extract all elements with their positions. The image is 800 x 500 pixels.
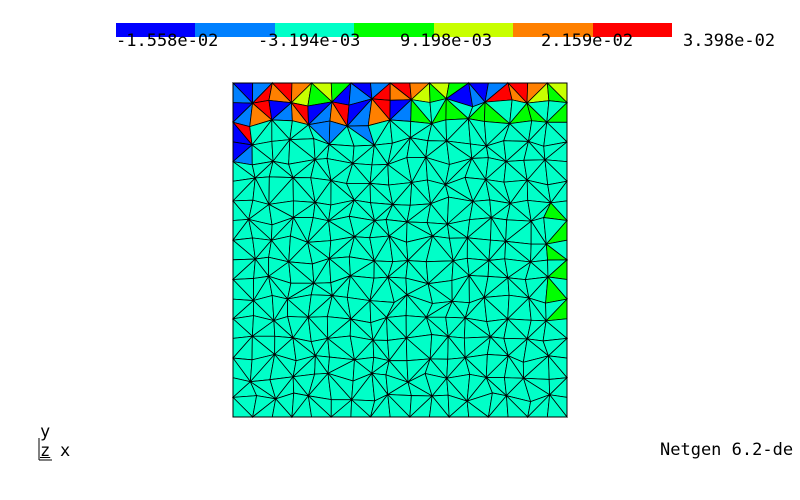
- axis-x-label: x: [60, 441, 71, 461]
- colorbar-segment: [513, 23, 593, 37]
- colorbar: [116, 23, 672, 37]
- colorbar-segment: [195, 23, 275, 37]
- axis-triad-icon: [38, 438, 52, 461]
- version-label: Netgen 6.2-de: [660, 440, 794, 460]
- colorbar-label-0: -1.558e-02: [116, 31, 219, 51]
- colorbar-segment: [433, 23, 514, 37]
- colorbar-label-2: 9.198e-03: [400, 31, 493, 51]
- colorbar-segment: [354, 23, 434, 37]
- colorbar-label-1: -3.194e-03: [258, 31, 361, 51]
- axis-y-label: y: [40, 422, 51, 442]
- mesh-border: [232, 82, 568, 418]
- colorbar-label-3: 2.159e-02: [541, 31, 634, 51]
- axis-z-label: z: [40, 441, 51, 461]
- colorbar-segment: [592, 23, 672, 37]
- colorbar-segment: [274, 23, 355, 37]
- colorbar-label-4: 3.398e-02: [683, 31, 776, 51]
- colorbar-segment: [116, 23, 196, 37]
- mesh-plot: [231, 81, 569, 419]
